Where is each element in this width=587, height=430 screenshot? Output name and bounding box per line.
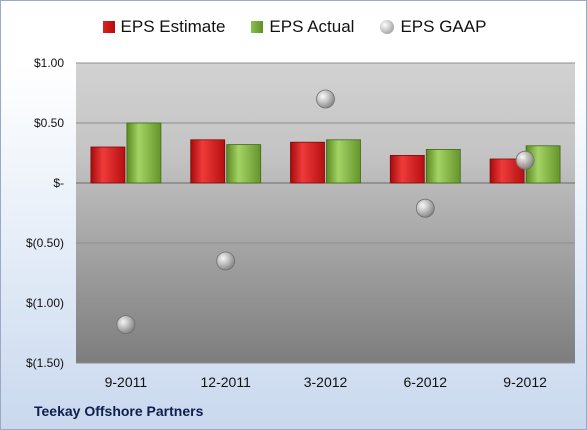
marker-eps-gaap [316, 89, 335, 109]
legend-swatch-actual [251, 21, 264, 33]
bar-eps-estimate [290, 141, 325, 184]
legend-item-gaap: EPS GAAP [380, 17, 486, 37]
x-tick-label: 6-2012 [404, 374, 448, 390]
x-tick-label: 3-2012 [304, 374, 348, 390]
y-axis-ticks: $1.00 $0.50 $- $(0.50) $(1.00) $(1.50) [26, 56, 64, 370]
legend-label-gaap: EPS GAAP [400, 17, 487, 36]
marker-eps-gaap [216, 251, 236, 271]
bar-eps-actual [425, 148, 461, 184]
bar-eps-actual [126, 122, 162, 184]
marker-eps-gaap [415, 198, 435, 218]
y-tick-label: $(0.50) [26, 236, 64, 250]
y-tick-label: $(1.50) [26, 356, 64, 370]
legend: EPS Estimate EPS Actual EPS GAAP [1, 17, 586, 37]
y-tick-label: $(1.00) [26, 296, 64, 310]
y-tick-label: $0.50 [34, 116, 64, 130]
legend-swatch-estimate [102, 21, 115, 33]
legend-label-actual: EPS Actual [269, 17, 355, 36]
legend-item-actual: EPS Actual [251, 17, 354, 37]
bar-eps-actual [326, 139, 361, 184]
y-tick-label: $1.00 [34, 56, 64, 70]
bar-eps-estimate [90, 146, 126, 184]
bars [90, 122, 561, 184]
plot-area [76, 63, 575, 363]
company-name: Teekay Offshore Partners [34, 403, 204, 419]
y-tick-label: $- [53, 176, 64, 190]
legend-swatch-gaap [380, 20, 395, 34]
x-tick-label: 9-2011 [105, 374, 148, 390]
x-tick-label: 12-2011 [201, 374, 252, 390]
bar-eps-estimate [389, 154, 425, 184]
marker-eps-gaap [515, 150, 535, 170]
gaap-markers [116, 89, 535, 335]
bar-eps-actual [226, 144, 262, 184]
x-axis-ticks: 9-2011 12-2011 3-2012 6-2012 9-2012 [105, 374, 547, 390]
marker-eps-gaap [116, 315, 136, 335]
bar-eps-estimate [190, 139, 226, 184]
legend-label-estimate: EPS Estimate [120, 17, 226, 36]
x-tick-label: 9-2012 [503, 374, 547, 390]
legend-item-estimate: EPS Estimate [102, 17, 226, 37]
